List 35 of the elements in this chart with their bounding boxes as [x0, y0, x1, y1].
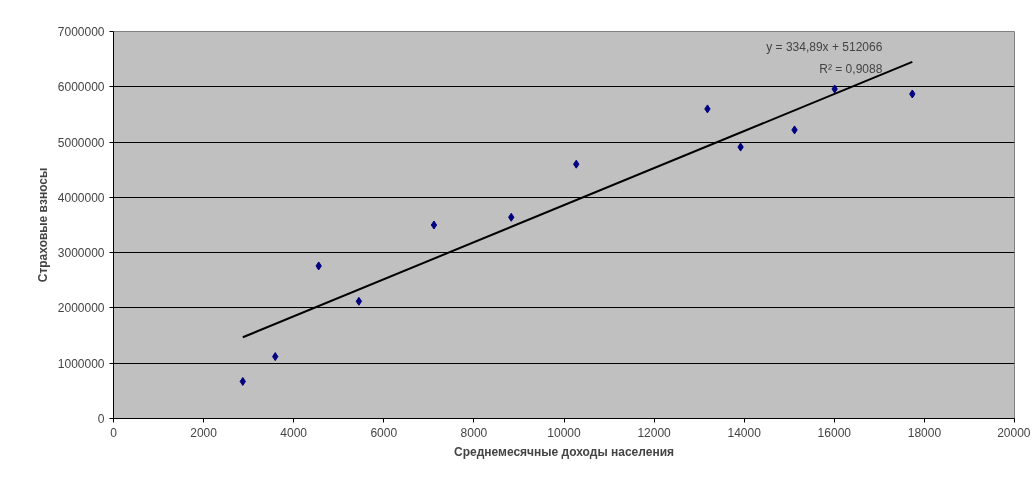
y-tick-label: 3000000: [57, 246, 105, 261]
point: [508, 212, 515, 222]
x-tick-label: 8000: [460, 425, 488, 440]
x-tick-label: 0: [110, 425, 118, 440]
x-axis-title: Среднемесячные доходы населения: [453, 444, 675, 459]
x-tick-label: 4000: [280, 425, 308, 440]
annotation: y = 334,89x + 512066: [766, 39, 883, 54]
y-tick-label: 4000000: [57, 190, 105, 205]
y-tick-label: 1000000: [57, 356, 105, 371]
point: [573, 159, 580, 169]
x-tick-label: 2000: [190, 425, 218, 440]
y-axis-title: Страховые взносы: [35, 167, 50, 283]
x-tick-label: 20000: [997, 425, 1031, 440]
y-tick-label: 6000000: [57, 80, 105, 95]
point: [239, 376, 246, 386]
point: [909, 89, 916, 99]
x-tick-label: 6000: [370, 425, 398, 440]
point: [430, 220, 438, 230]
x-tick-label: 12000: [637, 425, 672, 440]
point: [831, 84, 838, 94]
point: [355, 296, 363, 306]
x-tick-label: 18000: [907, 425, 942, 440]
point: [315, 261, 322, 271]
y-tick-label: 2000000: [57, 301, 105, 316]
y-tick-label: 7000000: [57, 25, 105, 39]
x-tick-label: 14000: [727, 425, 762, 440]
point: [704, 104, 711, 114]
x-tick-label: 16000: [817, 425, 852, 440]
annotation: R² = 0,9088: [819, 61, 883, 76]
point: [272, 352, 279, 362]
x-tick-label: 10000: [547, 425, 582, 440]
y-tick-label: 5000000: [57, 135, 105, 150]
point: [791, 125, 798, 135]
y-tick-label: 0: [97, 412, 105, 426]
point: [737, 142, 744, 152]
